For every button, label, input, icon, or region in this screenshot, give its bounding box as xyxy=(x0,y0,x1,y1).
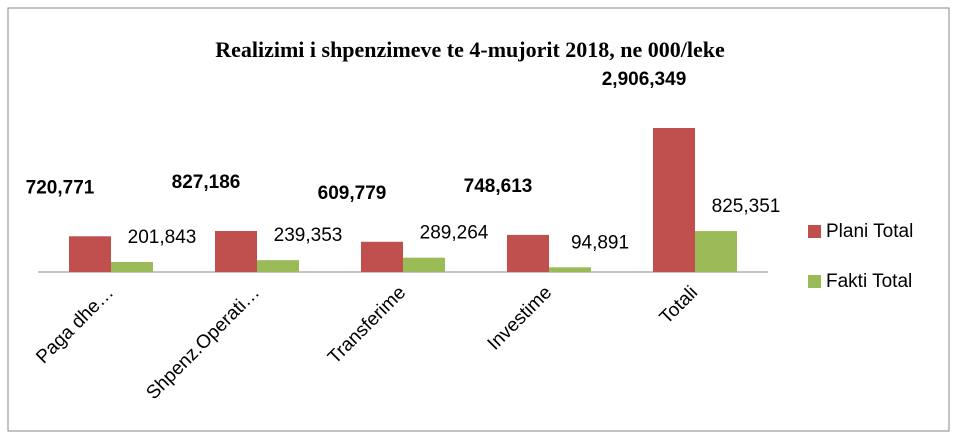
data-label: 2,906,349 xyxy=(602,69,687,90)
bar xyxy=(69,236,111,272)
data-label: 825,351 xyxy=(712,196,781,217)
bar xyxy=(215,231,257,272)
data-label: 289,264 xyxy=(420,223,489,244)
legend-label: Fakti Total xyxy=(826,271,912,292)
data-label: 94,891 xyxy=(571,232,629,253)
bar xyxy=(111,261,153,272)
legend-swatch xyxy=(808,225,821,238)
chart-border xyxy=(7,7,950,432)
bar xyxy=(257,260,299,272)
chart-title: Realizimi i shpenzimeve te 4-mujorit 201… xyxy=(215,37,725,62)
data-label: 748,613 xyxy=(464,176,533,197)
bar xyxy=(361,241,403,272)
bar xyxy=(653,128,695,272)
data-label: 201,843 xyxy=(128,227,197,248)
bar xyxy=(403,257,445,272)
legend-label: Plani Total xyxy=(826,221,913,242)
data-label: 720,771 xyxy=(26,177,95,198)
bar xyxy=(695,231,737,272)
data-label: 609,779 xyxy=(318,183,387,204)
bar xyxy=(549,267,591,272)
data-label: 239,353 xyxy=(274,225,343,246)
data-label: 827,186 xyxy=(172,172,241,193)
bar xyxy=(507,234,549,272)
legend-swatch xyxy=(808,275,821,288)
